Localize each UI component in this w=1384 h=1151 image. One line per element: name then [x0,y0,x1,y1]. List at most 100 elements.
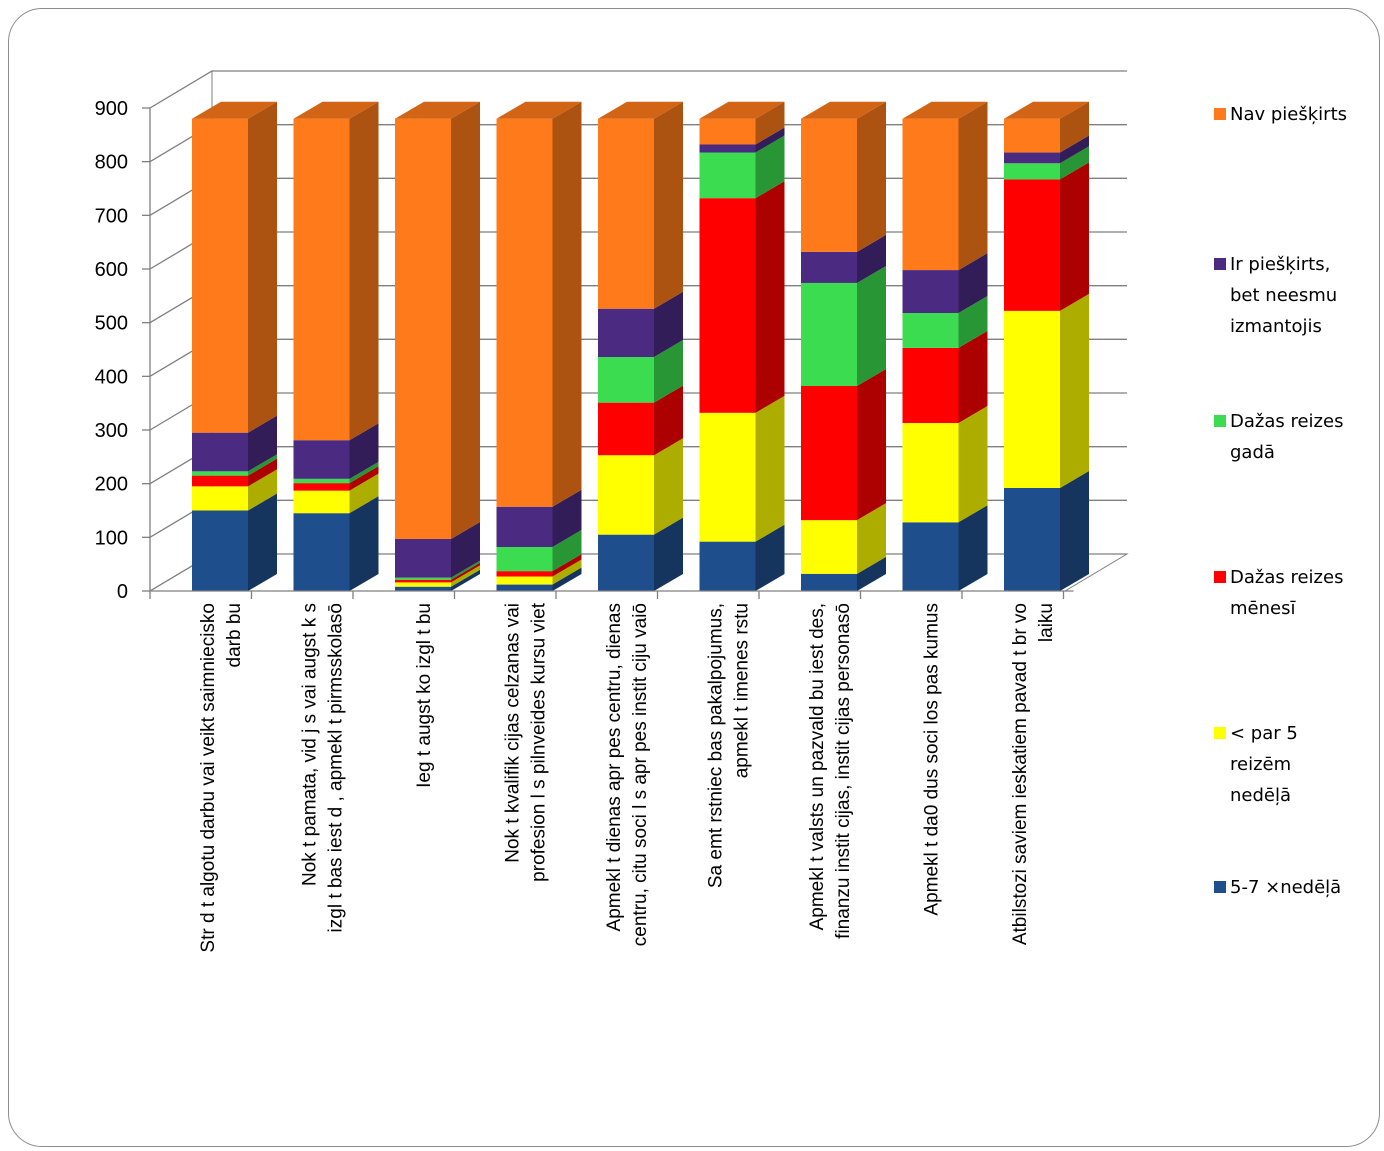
bar-segment [1004,163,1060,180]
y-tick-label: 700 [95,205,128,227]
bar-segment [902,313,959,348]
legend-swatch [1214,258,1226,270]
legend-swatch [1214,881,1226,893]
bar-segment-side [1060,470,1089,591]
category-label: Apmekl t da0 dus soci los pas kumus [922,603,943,916]
bar-segment-side [755,524,785,591]
legend-label: Dažas reizes [1230,567,1343,588]
category-labels: Str d t algotu darbu vai veikt saimnieci… [198,602,1057,952]
bar-segment [902,423,959,523]
category-label-line: darb bu [224,603,245,667]
bar-segment [1004,487,1060,591]
bar-segment-side [248,415,277,472]
bar-segment-side [958,330,988,424]
bar-segment-side [248,493,277,591]
bar-segment-side [958,505,988,591]
bars [192,101,1089,591]
bar-segment-side [958,406,988,523]
bar-segment-side [451,560,480,580]
y-tick-label: 900 [95,98,128,120]
bar-segment [395,538,451,578]
bar-segment-side [349,461,379,484]
bar-segment [1004,118,1060,153]
bar-segment [395,586,451,591]
bar-segment [598,534,654,591]
bar-top [902,101,988,119]
category-label-line: Nok t kvalifik cijas celzanas vai [503,603,524,863]
legend-label: nedēļā [1230,785,1291,806]
bar-segment-side [654,385,683,456]
category-label: Apmekl t dienas apr pes centru, dienas ce… [604,603,651,946]
y-tick-label: 300 [95,420,128,442]
legend-item: Nav piešķirts [1214,104,1347,125]
bar-segment-side [349,496,379,591]
y-tick-label: 100 [95,527,128,549]
category-label: Nok t kvalifik cijas celzanas vai profesi… [503,602,550,882]
bar-segment [395,582,451,587]
category-label-line: Apmekl t da0 dus soci los pas kumus [922,603,943,916]
bar-segment [699,144,756,153]
y-tick-label: 800 [95,152,128,174]
bar-segment [801,573,857,591]
bar-segment [395,577,451,580]
bar-segment-side [958,101,988,271]
bar-segment [902,347,959,424]
legend-item: Dažas reizes mēnesī [1214,567,1343,619]
bar-segment-side [857,368,886,521]
bar-top [699,101,785,119]
bar-segment [598,357,654,403]
category-label-line: laiku [1036,603,1057,642]
legend-swatch [1214,727,1226,739]
bar-top [496,101,582,119]
y-tick-label: 600 [95,259,128,281]
bar-segment [496,546,553,572]
bar-segment [699,412,756,542]
bar-segment [496,576,553,585]
axes [142,107,1074,599]
bar-segment-side [755,135,785,199]
y-tick-labels: 0 100 200 300 400 500 600 700 800 900 [95,98,128,603]
bar-segment-side [654,291,683,358]
bar-segment [293,478,350,484]
bar-segment-side [552,101,582,507]
bar-segment-side [349,423,379,479]
legend-label: 5-7 ×nedēļā [1230,877,1341,898]
bar-segment-side [552,559,582,585]
bar-segment-side [248,101,277,433]
category-label: Ieg t augst ko izgl t bu [414,603,435,788]
bar-segment-side [349,473,379,514]
bar-segment-side [1060,146,1089,180]
bar-segment [801,251,857,283]
category-label-line: Atbilstozi saviem ieskatiem pavad t br v… [1010,603,1031,945]
bar-segment [801,118,857,252]
bar-segment-side [857,503,886,574]
bar-segment [192,432,248,472]
legend-swatch [1214,415,1226,427]
bar-segment [598,308,654,358]
bar-segment-side [349,101,379,441]
bar-segment-side [654,340,683,403]
bar-segment [598,402,654,456]
legend: Nav piešķirts Ir piešķirts, bet neesmu izma… [1214,104,1347,898]
y-tick-label: 200 [95,474,128,496]
bar-top [192,101,277,119]
category-label-line: apmekl t imenes rstu [732,603,753,778]
category-label: Apmekl t valsts un pazvald bu iest des, f… [807,603,854,939]
bar-segment [293,440,350,479]
bar-segment-side [755,127,785,153]
y-tick-label: 400 [95,366,128,388]
bar-segment-side [755,395,785,542]
bar-segment-side [958,253,988,314]
bar-segment [496,584,553,591]
bar-segment-side [552,529,582,572]
bar-segment-side [857,265,886,386]
bar-segment [801,282,857,386]
bar-segment [598,118,654,309]
bar-segment [395,118,451,539]
category-label: Nok t pamata, vid j s vai augst k s izgl … [300,603,347,932]
legend-item: < par 5 reizēm nedēļā [1214,723,1298,806]
category-label-line: centru, citu soci l s apr pes instit cij… [630,603,651,946]
category-label-line: Ieg t augst ko izgl t bu [414,603,435,788]
bar-segment [293,513,350,591]
